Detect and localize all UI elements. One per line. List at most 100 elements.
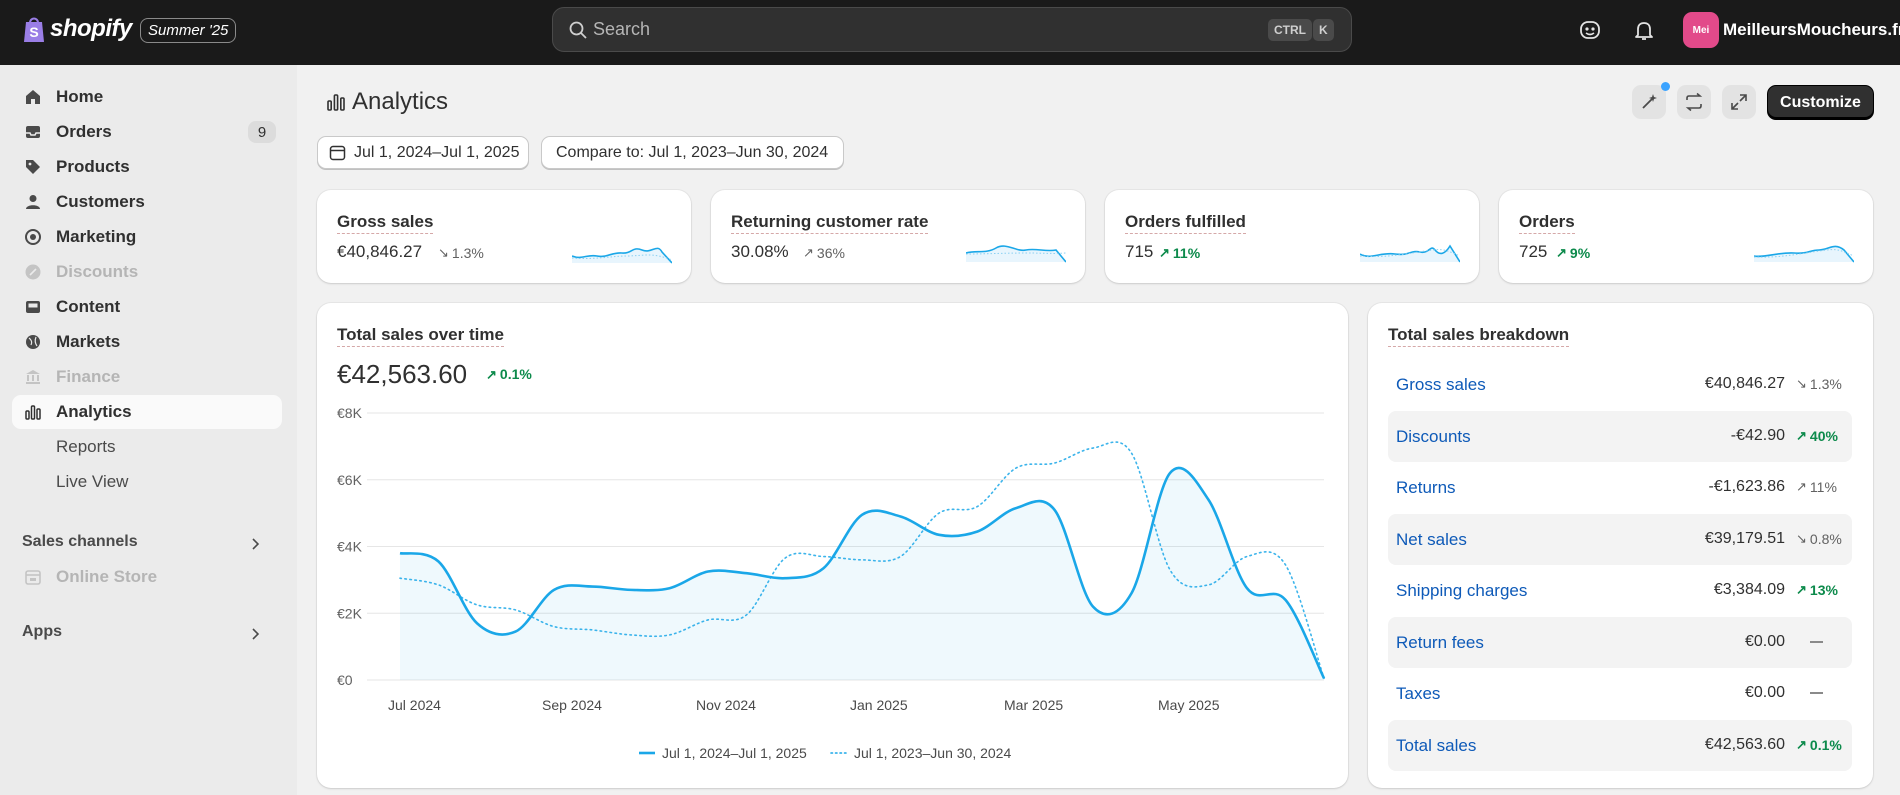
- metric-title: Gross sales: [337, 212, 434, 234]
- search-bar[interactable]: CTRL K: [552, 7, 1352, 52]
- breakdown-label[interactable]: Gross sales: [1396, 375, 1486, 394]
- svg-text:S: S: [29, 24, 38, 40]
- sales-line-chart[interactable]: €0 €2K €4K €6K €8K Jul 2024 Sep 2024 Nov 2024 Ja…: [317, 303, 1348, 788]
- y-tick-label: €2K: [337, 605, 363, 621]
- metric-value: 30.08%: [731, 242, 789, 261]
- breakdown-label[interactable]: Returns: [1396, 478, 1456, 497]
- fullscreen-button[interactable]: [1722, 85, 1756, 119]
- sidebar-item-label: Reports: [56, 437, 116, 456]
- sidebar-item-online-store[interactable]: Online Store: [12, 560, 282, 594]
- breakdown-label[interactable]: Taxes: [1396, 684, 1441, 703]
- breakdown-row: Gross sales €40,846.27 ↘ 1.3%: [1388, 359, 1852, 410]
- sidebar-item-reports[interactable]: Reports: [12, 430, 282, 464]
- arrow-up-right-icon: ↗: [1796, 582, 1807, 597]
- arrow-down-right-icon: ↘: [438, 245, 449, 260]
- y-tick-label: €4K: [337, 539, 363, 555]
- shopify-logo[interactable]: S shopify: [22, 15, 132, 43]
- arrow-up-right-icon: ↗: [1796, 479, 1807, 494]
- sidebar-item-analytics[interactable]: Analytics: [12, 395, 282, 429]
- x-tick-label: Sep 2024: [542, 697, 602, 713]
- sidebar-item-label: Content: [56, 297, 121, 316]
- chevron-right-icon[interactable]: [248, 537, 262, 551]
- metric-value: 715: [1125, 242, 1154, 261]
- sidebar-item-label: Markets: [56, 332, 121, 351]
- sidebar-item-label: Orders: [56, 122, 112, 141]
- metric-card-returning-customer-rate[interactable]: Returning customer rate 30.08% ↗ 36%: [711, 190, 1085, 283]
- breakdown-change: ↗ 11%: [1796, 479, 1837, 495]
- sidebar-item-label: Online Store: [56, 567, 158, 586]
- sidebar-item-label: Live View: [56, 472, 129, 491]
- inbox-icon: [26, 126, 40, 138]
- metric-title: Returning customer rate: [731, 212, 929, 234]
- metric-change-value: 11%: [1172, 245, 1201, 261]
- sidebar-item-markets[interactable]: Markets: [12, 325, 282, 359]
- bar-chart-icon: [327, 94, 345, 111]
- sidebar-item-discounts[interactable]: Discounts: [12, 255, 282, 289]
- search-icon: [569, 21, 587, 39]
- arrow-up-right-icon: ↗: [486, 367, 497, 382]
- y-tick-label: €8K: [337, 405, 363, 421]
- ai-insights-button[interactable]: [1632, 85, 1666, 119]
- search-input[interactable]: [593, 8, 1193, 51]
- sidebar-item-orders[interactable]: Orders 9: [12, 115, 282, 149]
- breakdown-change: ↗ 0.1%: [1796, 737, 1842, 753]
- bell-icon[interactable]: [1632, 18, 1656, 42]
- sidebar-item-home[interactable]: Home: [12, 80, 282, 114]
- metric-card-gross-sales[interactable]: Gross sales €40,846.27 ↘ 1.3%: [317, 190, 691, 283]
- no-change-dash-icon: [1810, 692, 1823, 694]
- breakdown-label[interactable]: Net sales: [1396, 529, 1467, 549]
- person-icon: [26, 195, 40, 209]
- breakdown-value: €39,179.51: [1704, 529, 1785, 547]
- breakdown-change-value: 0.8%: [1809, 530, 1842, 547]
- tag-icon: [26, 160, 40, 174]
- home-icon: [26, 90, 40, 104]
- sidebar-item-label: Home: [56, 87, 104, 106]
- breakdown-change: ↘ 1.3%: [1796, 376, 1842, 392]
- apps-heading[interactable]: Apps: [22, 623, 62, 640]
- sidebar-item-label: Finance: [56, 367, 121, 386]
- sidebar-item-finance[interactable]: Finance: [12, 360, 282, 394]
- sidebar-item-customers[interactable]: Customers: [12, 185, 282, 219]
- refresh-icon: [1685, 92, 1703, 112]
- page-title-row: Analytics: [326, 88, 448, 116]
- sales-channels-heading[interactable]: Sales channels: [22, 533, 138, 550]
- chevron-right-icon[interactable]: [248, 627, 262, 641]
- breakdown-label[interactable]: Return fees: [1396, 632, 1484, 652]
- sidebar-item-label: Discounts: [56, 262, 139, 281]
- sidebar-item-products[interactable]: Products: [12, 150, 282, 184]
- breakdown-label[interactable]: Total sales: [1396, 735, 1477, 755]
- refresh-button[interactable]: [1677, 85, 1711, 119]
- breakdown-title[interactable]: Total sales breakdown: [1388, 325, 1570, 347]
- y-tick-label: €6K: [337, 472, 363, 488]
- breakdown-change-value: 0.1%: [1809, 736, 1842, 753]
- metric-title: Orders: [1519, 212, 1575, 234]
- page-title: Analytics: [352, 88, 449, 115]
- metric-card-orders[interactable]: Orders 725 ↗ 9%: [1499, 190, 1873, 283]
- breakdown-row: Total sales €42,563.60 ↗ 0.1%: [1388, 719, 1852, 771]
- breakdown-change: ↗ 40%: [1796, 428, 1838, 444]
- metric-card-orders-fulfilled[interactable]: Orders fulfilled 715 ↗ 11%: [1105, 190, 1479, 283]
- metric-change-value: 9%: [1569, 245, 1591, 261]
- customize-button[interactable]: Customize: [1767, 85, 1874, 120]
- breakdown-label[interactable]: Discounts: [1396, 426, 1471, 446]
- metric-change: ↗ 11%: [1159, 245, 1200, 261]
- top-bar: S shopify Summer '25 CTRL K Mei Meilleur…: [0, 0, 1900, 65]
- store-menu[interactable]: Mei MeilleursMoucheurs.fr: [1683, 12, 1900, 48]
- compare-range-picker[interactable]: Compare to: Jul 1, 2023–Jun 30, 2024: [541, 136, 844, 169]
- sidebar-item-marketing[interactable]: Marketing: [12, 220, 282, 254]
- sparkline: [1754, 245, 1854, 263]
- sidebar-item-live-view[interactable]: Live View: [12, 465, 282, 499]
- sidebar-item-content[interactable]: Content: [12, 290, 282, 324]
- magic-wand-icon: [1642, 94, 1657, 109]
- calendar-icon: [329, 145, 346, 161]
- x-tick-label: Jul 2024: [388, 697, 441, 713]
- edition-badge[interactable]: Summer '25: [140, 18, 237, 43]
- x-tick-label: Mar 2025: [1004, 697, 1063, 713]
- breakdown-change-value: 11%: [1809, 479, 1837, 495]
- breakdown-label[interactable]: Shipping charges: [1396, 581, 1528, 600]
- sidekick-icon[interactable]: [1578, 18, 1602, 42]
- chart-title[interactable]: Total sales over time: [337, 325, 504, 347]
- date-range-picker[interactable]: Jul 1, 2024–Jul 1, 2025: [317, 136, 529, 169]
- globe-icon: [26, 335, 40, 349]
- shopify-bag-icon: S: [24, 17, 44, 42]
